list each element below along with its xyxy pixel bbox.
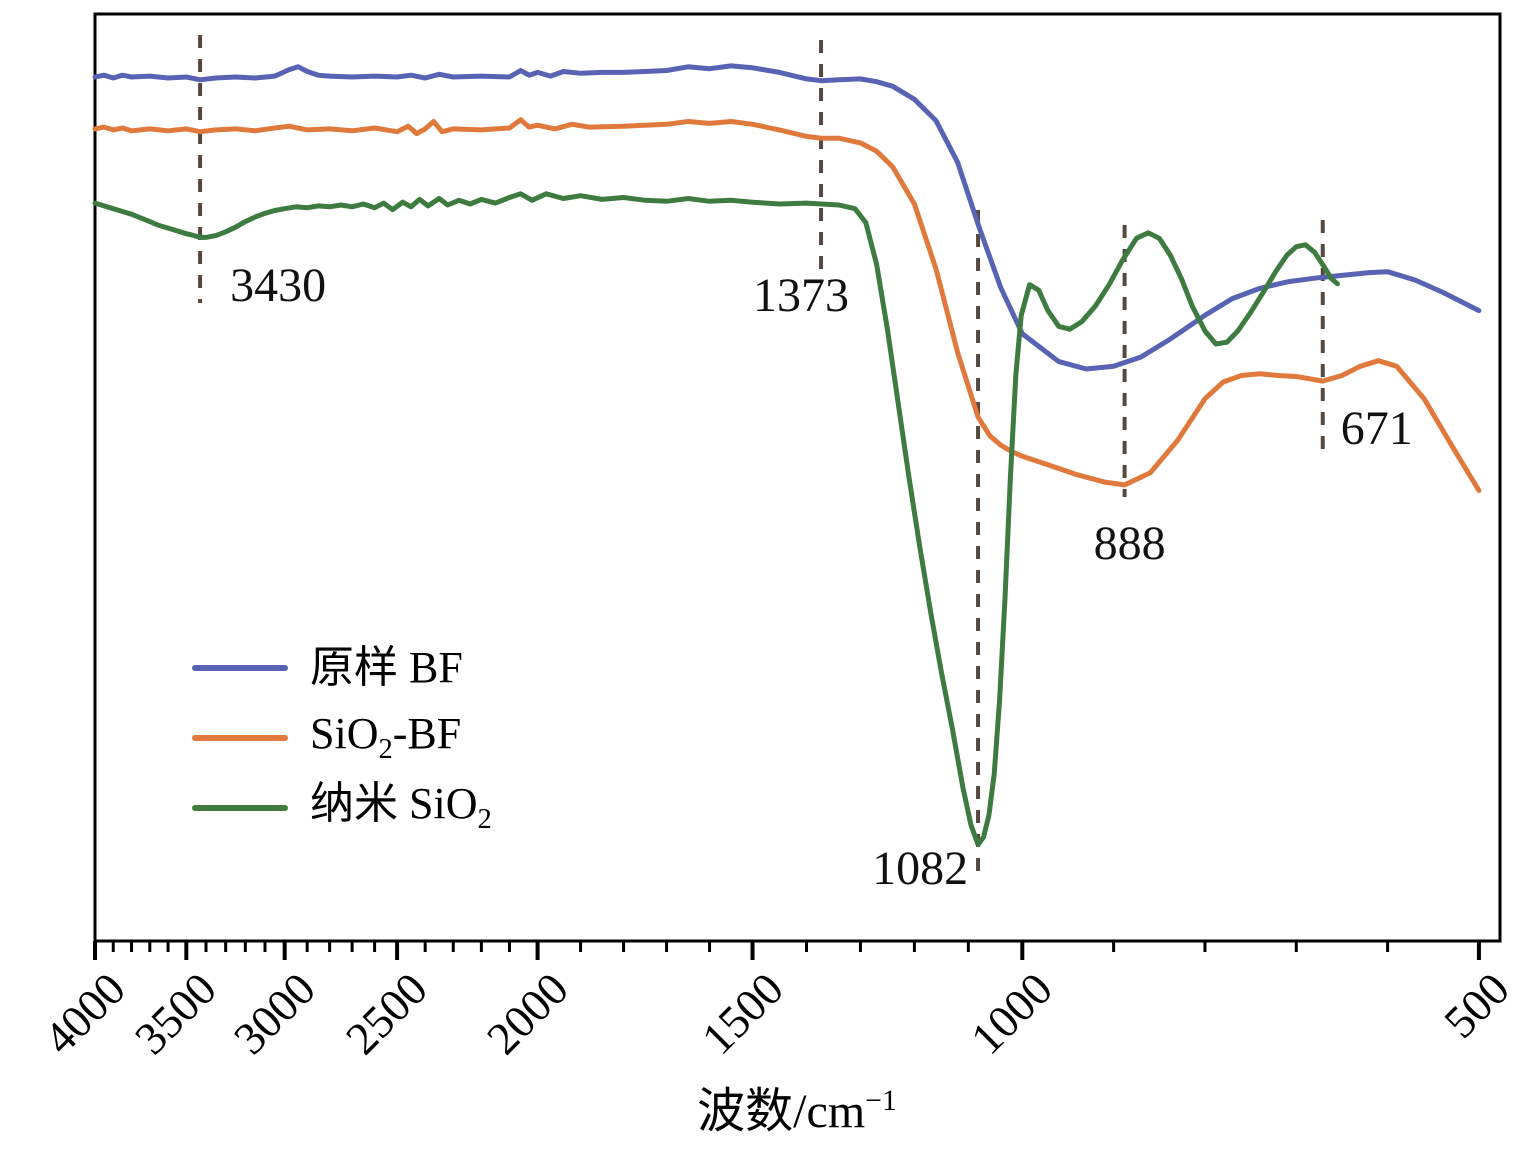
legend-label-nano-sio2: 纳米 SiO2 [310, 778, 492, 835]
legend-item-raw-bf: 原样 BF [192, 645, 492, 691]
legend-label-raw-bf: 原样 BF [310, 643, 463, 692]
x-axis-title: 波数/cm−1 [697, 1086, 897, 1136]
legend-item-sio2-bf: SiO2-BF [192, 708, 492, 765]
spectrum-curve-nano-sio2 [92, 191, 1340, 848]
legend-line-swatch-raw-bf [192, 665, 288, 671]
x-axis-title-text: 波数/cm [697, 1085, 866, 1138]
annotation-label-3430: 3430 [230, 259, 327, 312]
annotation-label-888: 888 [1093, 517, 1166, 570]
legend: 原样 BF SiO2-BF 纳米 SiO2 [192, 645, 492, 855]
annotation-label-1373: 1373 [753, 269, 850, 322]
plot-border [93, 12, 1502, 943]
legend-line-swatch-nano-sio2 [192, 805, 288, 811]
legend-item-nano-sio2: 纳米 SiO2 [192, 778, 492, 835]
spectrum-curve-sio2-bf [92, 117, 1482, 493]
legend-line-swatch-sio2-bf [192, 735, 288, 741]
annotation-label-1082: 1082 [872, 842, 969, 895]
x-axis-title-exponent: −1 [865, 1084, 897, 1117]
legend-label-sio2-bf: SiO2-BF [310, 708, 462, 765]
annotation-label-671: 671 [1340, 402, 1413, 455]
spectrum-curve-raw-bf [92, 63, 1482, 372]
